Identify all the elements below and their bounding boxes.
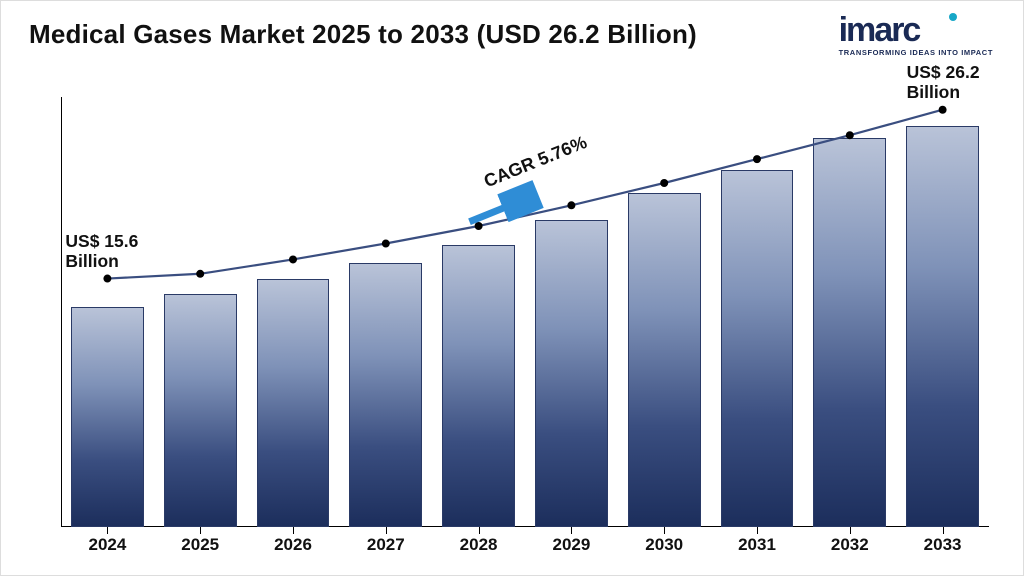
start-annotation-line2: Billion: [65, 251, 118, 271]
logo-word: imarc: [839, 15, 993, 46]
x-tick: [571, 527, 572, 534]
x-axis-label: 2032: [803, 535, 896, 555]
x-axis-labels: 2024202520262027202820292030203120322033: [61, 535, 989, 561]
x-tick: [293, 527, 294, 534]
chart-area: US$ 15.6 Billion US$ 26.2 Billion CAGR 5…: [61, 97, 989, 527]
start-annotation: US$ 15.6 Billion: [65, 231, 138, 271]
x-axis-label: 2027: [339, 535, 432, 555]
x-tick: [664, 527, 665, 534]
end-annotation-line1: US$ 26.2: [907, 62, 980, 82]
brand-logo: imarc TRANSFORMING IDEAS INTO IMPACT: [839, 15, 993, 57]
x-tick: [757, 527, 758, 534]
x-tick: [850, 527, 851, 534]
x-axis-label: 2033: [896, 535, 989, 555]
x-axis-label: 2030: [618, 535, 711, 555]
logo-tagline: TRANSFORMING IDEAS INTO IMPACT: [839, 48, 993, 57]
x-axis-label: 2028: [432, 535, 525, 555]
start-annotation-line1: US$ 15.6: [65, 231, 138, 251]
x-axis-label: 2031: [711, 535, 804, 555]
x-tick: [943, 527, 944, 534]
x-axis-label: 2024: [61, 535, 154, 555]
x-tick: [386, 527, 387, 534]
logo-dot-icon: [949, 13, 957, 21]
x-tick: [200, 527, 201, 534]
x-axis-label: 2025: [154, 535, 247, 555]
x-axis-label: 2029: [525, 535, 618, 555]
end-annotation-line2: Billion: [907, 82, 960, 102]
end-annotation: US$ 26.2 Billion: [907, 62, 980, 102]
x-axis-label: 2026: [247, 535, 340, 555]
x-tick: [479, 527, 480, 534]
x-tick: [107, 527, 108, 534]
